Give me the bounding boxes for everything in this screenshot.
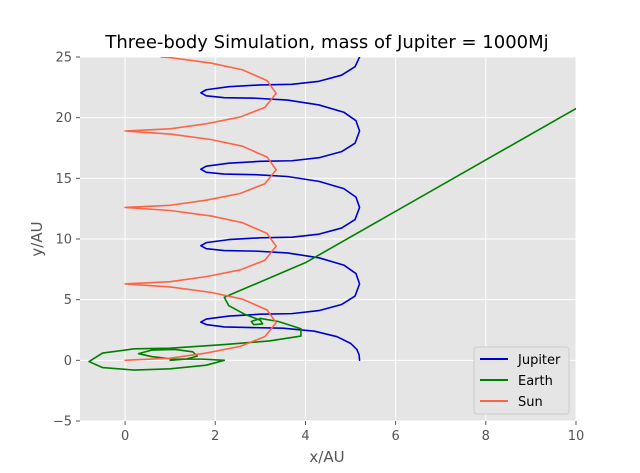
legend-entry-earth: Earth xyxy=(480,374,553,389)
x-tick-label-6: 6 xyxy=(391,429,399,444)
legend-box xyxy=(473,346,570,415)
y-tick-label--5: −5 xyxy=(53,415,72,430)
legend-label-earth: Earth xyxy=(518,374,553,389)
legend-label-jupiter: Jupiter xyxy=(517,353,561,368)
x-tick-label-0: 0 xyxy=(121,429,129,444)
chart-title: Three-body Simulation, mass of Jupiter =… xyxy=(104,32,548,53)
series-line-jupiter xyxy=(200,57,361,362)
y-tick-label-20: 20 xyxy=(55,111,72,126)
grid xyxy=(80,56,577,422)
x-tick-label-2: 2 xyxy=(211,429,219,444)
y-axis-label: y/AU xyxy=(28,221,46,256)
series-layer xyxy=(88,57,576,371)
x-axis-label: x/AU xyxy=(309,448,344,466)
x-tick-label-8: 8 xyxy=(482,429,490,444)
y-tick-label-10: 10 xyxy=(55,233,72,248)
legend-entry-jupiter: Jupiter xyxy=(480,353,561,368)
legend-entry-sun: Sun xyxy=(480,395,543,410)
y-tick-label-5: 5 xyxy=(64,293,72,308)
series-line-sun xyxy=(124,57,277,362)
x-tick-label-4: 4 xyxy=(301,429,309,444)
legend: Jupiter Earth Sun xyxy=(473,346,570,415)
x-tick-label-10: 10 xyxy=(568,429,585,444)
legend-label-sun: Sun xyxy=(518,395,543,410)
series-line-earth xyxy=(88,107,576,371)
y-tick-label-25: 25 xyxy=(55,51,72,66)
y-tick-label-0: 0 xyxy=(64,354,72,369)
y-tick-label-15: 15 xyxy=(55,172,72,187)
ticks: 0 2 4 6 8 10 −5 0 5 10 15 20 25 xyxy=(53,51,584,445)
